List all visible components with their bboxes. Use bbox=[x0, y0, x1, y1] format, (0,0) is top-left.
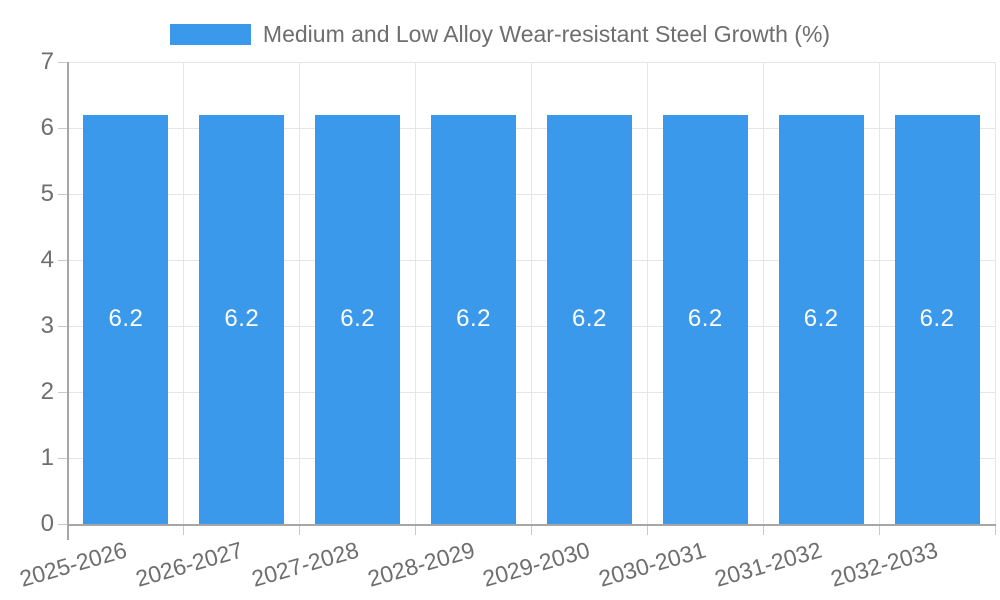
x-axis-tick bbox=[762, 524, 764, 535]
x-axis-label: 2025-2026 bbox=[16, 536, 130, 592]
bar[interactable] bbox=[546, 114, 632, 524]
bar[interactable] bbox=[894, 114, 980, 524]
y-axis-tick bbox=[58, 193, 68, 195]
x-gridline bbox=[531, 62, 532, 524]
x-axis-tick bbox=[878, 524, 880, 535]
y-axis-line bbox=[67, 62, 69, 540]
y-axis-tick bbox=[58, 391, 68, 393]
y-axis-tick bbox=[58, 325, 68, 327]
x-gridline bbox=[415, 62, 417, 524]
bar[interactable] bbox=[83, 114, 169, 524]
x-gridline bbox=[762, 62, 764, 524]
legend-label[interactable]: Medium and Low Alloy Wear-resistant Stee… bbox=[262, 21, 831, 47]
bar-value-label: 6.2 bbox=[803, 305, 839, 333]
x-gridline bbox=[878, 62, 880, 524]
x-axis-tick bbox=[646, 524, 648, 535]
bar[interactable] bbox=[315, 114, 401, 524]
bar-value-label: 6.2 bbox=[456, 305, 491, 333]
y-axis-label: 0 bbox=[40, 510, 54, 537]
x-axis-label: 2031-2032 bbox=[711, 536, 825, 592]
x-axis-label: 2027-2028 bbox=[248, 536, 362, 592]
bar-value-label: 6.2 bbox=[224, 305, 260, 333]
y-axis-label: 4 bbox=[40, 246, 54, 273]
y-axis-tick bbox=[58, 259, 68, 261]
chart-legend: Medium and Low Alloy Wear-resistant Stee… bbox=[0, 21, 1000, 48]
x-axis-line bbox=[67, 524, 996, 526]
y-axis-tick bbox=[58, 457, 68, 459]
x-axis-label: 2032-2033 bbox=[827, 536, 941, 592]
y-axis-tick bbox=[58, 127, 68, 129]
x-axis-label: 2030-2031 bbox=[595, 536, 709, 592]
plot-area: 0 1 2 3 4 5 6 7 6.2 2025-2026 6.2 2026-2027 6.2 2027-… bbox=[17, 49, 996, 592]
bar-value-label: 6.2 bbox=[572, 305, 607, 333]
x-axis-label: 2029-2030 bbox=[480, 536, 594, 592]
y-axis-tick bbox=[58, 523, 68, 525]
x-axis-tick bbox=[183, 524, 185, 535]
y-axis-label: 2 bbox=[40, 378, 54, 405]
x-gridline bbox=[183, 62, 185, 524]
y-axis-label: 7 bbox=[40, 48, 54, 75]
bar[interactable] bbox=[662, 114, 748, 524]
y-axis-label: 5 bbox=[40, 180, 54, 207]
bar[interactable] bbox=[199, 114, 285, 524]
bar[interactable] bbox=[778, 114, 864, 524]
x-axis-label: 2028-2029 bbox=[364, 536, 478, 592]
x-gridline bbox=[299, 62, 301, 524]
legend-swatch[interactable] bbox=[169, 24, 251, 45]
bar-value-label: 6.2 bbox=[340, 305, 376, 333]
x-gridline bbox=[994, 62, 996, 524]
x-gridline bbox=[646, 62, 648, 524]
y-axis-tick bbox=[58, 61, 68, 63]
bar[interactable] bbox=[431, 114, 517, 524]
bar-value-label: 6.2 bbox=[687, 305, 723, 333]
x-axis-tick bbox=[299, 524, 301, 535]
y-axis-label: 1 bbox=[40, 444, 54, 471]
x-axis-tick bbox=[531, 524, 532, 535]
x-axis-label: 2026-2027 bbox=[132, 536, 246, 592]
bar-value-label: 6.2 bbox=[108, 305, 144, 333]
y-axis-label: 6 bbox=[40, 114, 54, 141]
bar-value-label: 6.2 bbox=[919, 305, 955, 333]
x-axis-tick bbox=[415, 524, 417, 535]
x-axis-tick bbox=[994, 524, 996, 535]
y-axis-label: 3 bbox=[40, 312, 54, 339]
